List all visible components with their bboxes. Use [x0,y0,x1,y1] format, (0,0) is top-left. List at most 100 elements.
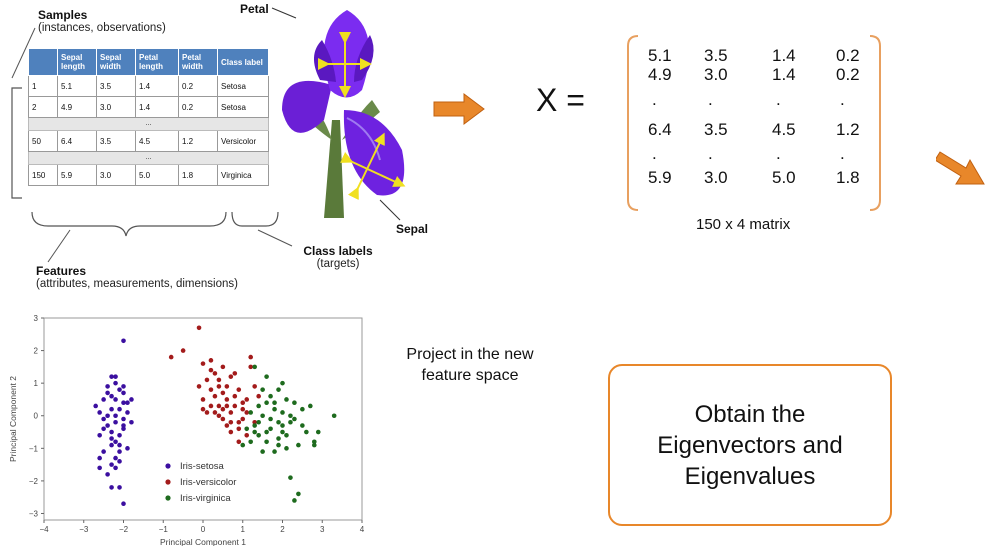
matrix-brackets [627,35,881,211]
legend-label: Iris-versicolor [180,477,236,488]
table-ellipsis: ... [28,151,269,165]
scatter-point [125,410,130,415]
table-row: 50 6.4 3.5 4.5 1.2 Versicolor [28,130,269,152]
scatter-point [204,377,210,383]
scatter-point [109,442,114,448]
scatter-point [252,364,257,370]
scatter-point [236,419,242,425]
scatter-point [97,432,102,438]
scatter-point [256,432,261,438]
scatter-point [232,371,238,376]
scatter-point [117,449,122,454]
scatter-point [105,472,110,477]
scatter-point [276,442,281,448]
scatter-point [200,406,206,412]
scatter-point [212,371,218,376]
scatter-point [220,416,226,422]
matrix-cell: . [776,90,781,109]
scatter-point [264,400,269,406]
iris-flower-illustration [282,10,406,218]
scatter-point [113,380,118,386]
y-tick-label: 1 [34,379,39,388]
matrix-cell: 4.5 [772,120,796,139]
project-text-line: Project in the new [406,346,534,363]
scatter-point [216,377,222,383]
scatter-point [121,390,126,396]
scatter-point [113,455,118,461]
scatter-point [113,374,118,379]
scatter-point [109,485,114,490]
scatter-point [216,384,222,389]
class-labels-title: Class labels [303,244,373,258]
scatter-point [260,449,265,454]
scatter-point [264,374,269,379]
scatter-point [113,397,118,402]
table-row: 1 5.1 3.5 1.4 0.2 Setosa [28,75,269,97]
scatter-point [196,325,202,331]
scatter-point [248,410,253,415]
scatter-point [268,416,273,422]
scatter-point [236,439,242,445]
samples-title: Samples [38,8,88,22]
y-tick-label: −1 [29,444,39,453]
matrix-cell: 6.4 [648,120,672,139]
scatter-point [252,423,257,428]
scatter-point [284,397,289,402]
scatter-point [117,442,122,448]
scatter-point [109,436,114,441]
table-cell: 1.4 [135,96,179,118]
legend-label: Iris-setosa [180,461,225,472]
table-cell: 1.2 [178,130,218,152]
scatter-point [168,354,174,360]
table-row: 2 4.9 3.0 1.4 0.2 Setosa [28,96,269,118]
scatter-point [224,403,230,409]
scatter-point [113,439,118,445]
scatter-point [220,364,226,370]
samples-subtitle: (instances, observations) [38,22,166,34]
matrix-cell: . [652,90,657,109]
iris-table-wrapper: Sepal length Sepal width Petal length Pe… [28,48,269,186]
scatter-point [236,387,242,392]
scatter-point [101,449,106,454]
table-cell: 0.2 [178,96,218,118]
table-cell: Setosa [217,75,269,97]
table-cell: 3.0 [96,96,136,118]
x-tick-label: 1 [241,525,246,534]
table-gap-row: ... [28,151,269,165]
matrix-cell: 1.8 [836,168,860,187]
table-cell: Versicolor [217,130,269,152]
x-tick-label: 3 [320,525,325,534]
table-brackets [11,27,293,263]
scatter-point [288,475,293,480]
matrix-cell: 1.4 [772,65,796,84]
scatter-point [97,465,102,471]
scatter-point [220,406,226,412]
plot-area [43,317,363,521]
scatter-point [224,397,230,402]
x-tick-label: −3 [79,525,89,534]
y-tick-label: 2 [34,347,39,356]
scatter-point [308,403,313,409]
scatter-point [296,442,301,448]
scatter-point [284,432,289,438]
matrix-cell: 0.2 [836,46,860,65]
scatter-point [272,449,277,454]
y-tick-label: 0 [34,412,39,421]
matrix-cell: . [652,144,657,163]
table-cell: 3.5 [96,130,136,152]
features-subtitle: (attributes, measurements, dimensions) [36,278,238,290]
table-cell: 5.1 [57,75,97,97]
scatter-point [288,413,293,419]
scatter-point [216,413,222,419]
table-cell: 150 [28,164,58,186]
scatter-point [280,380,285,386]
table-header-sepal-width: Sepal width [96,48,136,76]
scatter-point [105,384,110,389]
scatter-point [224,384,230,389]
scatter-point [97,410,102,415]
matrix-cell: 5.1 [648,46,672,65]
scatter-point [208,367,214,373]
x-tick-label: −1 [159,525,169,534]
scatter-point [264,429,269,435]
table-header-row: Sepal length Sepal width Petal length Pe… [28,48,269,76]
